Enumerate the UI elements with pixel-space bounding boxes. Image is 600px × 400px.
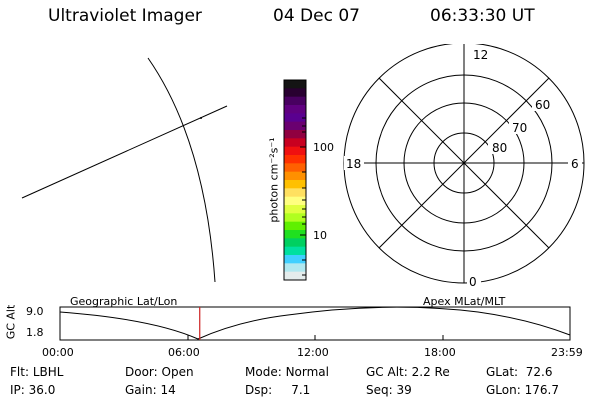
colorbar-swatch (284, 188, 306, 198)
timeline-x-tick-1200: 12:00 (297, 346, 329, 359)
mlt-label-6: 6 (571, 157, 579, 171)
colorbar-swatch (284, 230, 306, 239)
mlt-label-0: 0 (469, 275, 477, 289)
app-title: Ultraviolet Imager (48, 6, 202, 26)
colorbar-ticks (300, 117, 306, 276)
colorbar-swatch (284, 180, 306, 189)
colorbar-swatch (284, 113, 306, 123)
timeline-right-caption: Apex MLat/MLT (423, 295, 506, 308)
info-seq: Seq: 39 (366, 383, 412, 397)
colorbar-swatch (284, 88, 306, 98)
info-door: Door: Open (125, 365, 194, 379)
colorbar-scale (284, 80, 306, 281)
colorbar-swatch (284, 130, 306, 139)
polar-plot: 12 6 0 18 60 70 80 (343, 44, 585, 289)
colorbar (283, 79, 307, 281)
info-glat: GLat: 72.6 (486, 365, 553, 379)
colorbar-swatch (284, 105, 306, 114)
timeline-x-tick-2359: 23:59 (551, 346, 583, 359)
info-flt: Flt: LBHL (10, 365, 64, 379)
colorbar-tick-100: 100 (313, 141, 334, 154)
colorbar-swatch (284, 271, 306, 281)
geographic-map-panel (21, 57, 228, 283)
timeline-x-tick-1800: 18:00 (424, 346, 456, 359)
info-dsp: Dsp: 7.1 (245, 383, 311, 397)
date-label: 04 Dec 07 (273, 6, 360, 26)
info-glon: GLon: 176.7 (486, 383, 559, 397)
colorbar-swatch (284, 80, 306, 89)
timeline-x-tick-0000: 00:00 (42, 346, 74, 359)
timeline-y-tick-min: 1.8 (26, 326, 44, 339)
colorbar-swatch (284, 146, 306, 156)
lat-label-70: 70 (512, 121, 527, 135)
colorbar-swatch (284, 238, 306, 248)
altitude-curve (59, 306, 571, 340)
colorbar-swatch (284, 205, 306, 214)
colorbar-swatch (284, 163, 306, 173)
colorbar-swatch (284, 263, 306, 273)
colorbar-tick-10: 10 (313, 229, 327, 242)
polar-diagonal-2 (378, 77, 550, 249)
info-mode: Mode: Normal (245, 365, 329, 379)
lat-label-80: 80 (492, 141, 507, 155)
timeline-plot (59, 306, 571, 341)
timeline-y-axis-label: GC Alt (4, 304, 18, 340)
info-gain: Gain: 14 (125, 383, 176, 397)
colorbar-swatch (284, 138, 306, 148)
colorbar-swatch (284, 221, 306, 231)
colorbar-swatch (284, 213, 306, 223)
colorbar-swatch (284, 96, 306, 106)
info-ip: IP: 36.0 (10, 383, 56, 397)
timeline-ticks (59, 335, 571, 340)
info-gc-alt: GC Alt: 2.2 Re (366, 365, 450, 379)
timeline-y-tick-max: 9.0 (26, 305, 44, 318)
mlt-label-12: 12 (473, 48, 488, 62)
colorbar-swatch (284, 255, 306, 264)
map-boundary-line (147, 57, 216, 283)
timeline-left-caption: Geographic Lat/Lon (70, 295, 178, 308)
colorbar-swatch (284, 155, 306, 164)
timeline-x-tick-0600: 06:00 (168, 346, 200, 359)
colorbar-swatch (284, 246, 306, 256)
mlt-label-18: 18 (346, 157, 361, 171)
map-meridian-line (21, 105, 228, 199)
map-point (200, 117, 202, 119)
lat-label-60: 60 (535, 98, 550, 112)
colorbar-swatch (284, 196, 306, 206)
colorbar-swatch (284, 171, 306, 181)
colorbar-unit-label: photon cm⁻²s⁻¹ (267, 137, 281, 223)
colorbar-swatch (284, 121, 306, 131)
time-label: 06:33:30 UT (430, 6, 535, 26)
